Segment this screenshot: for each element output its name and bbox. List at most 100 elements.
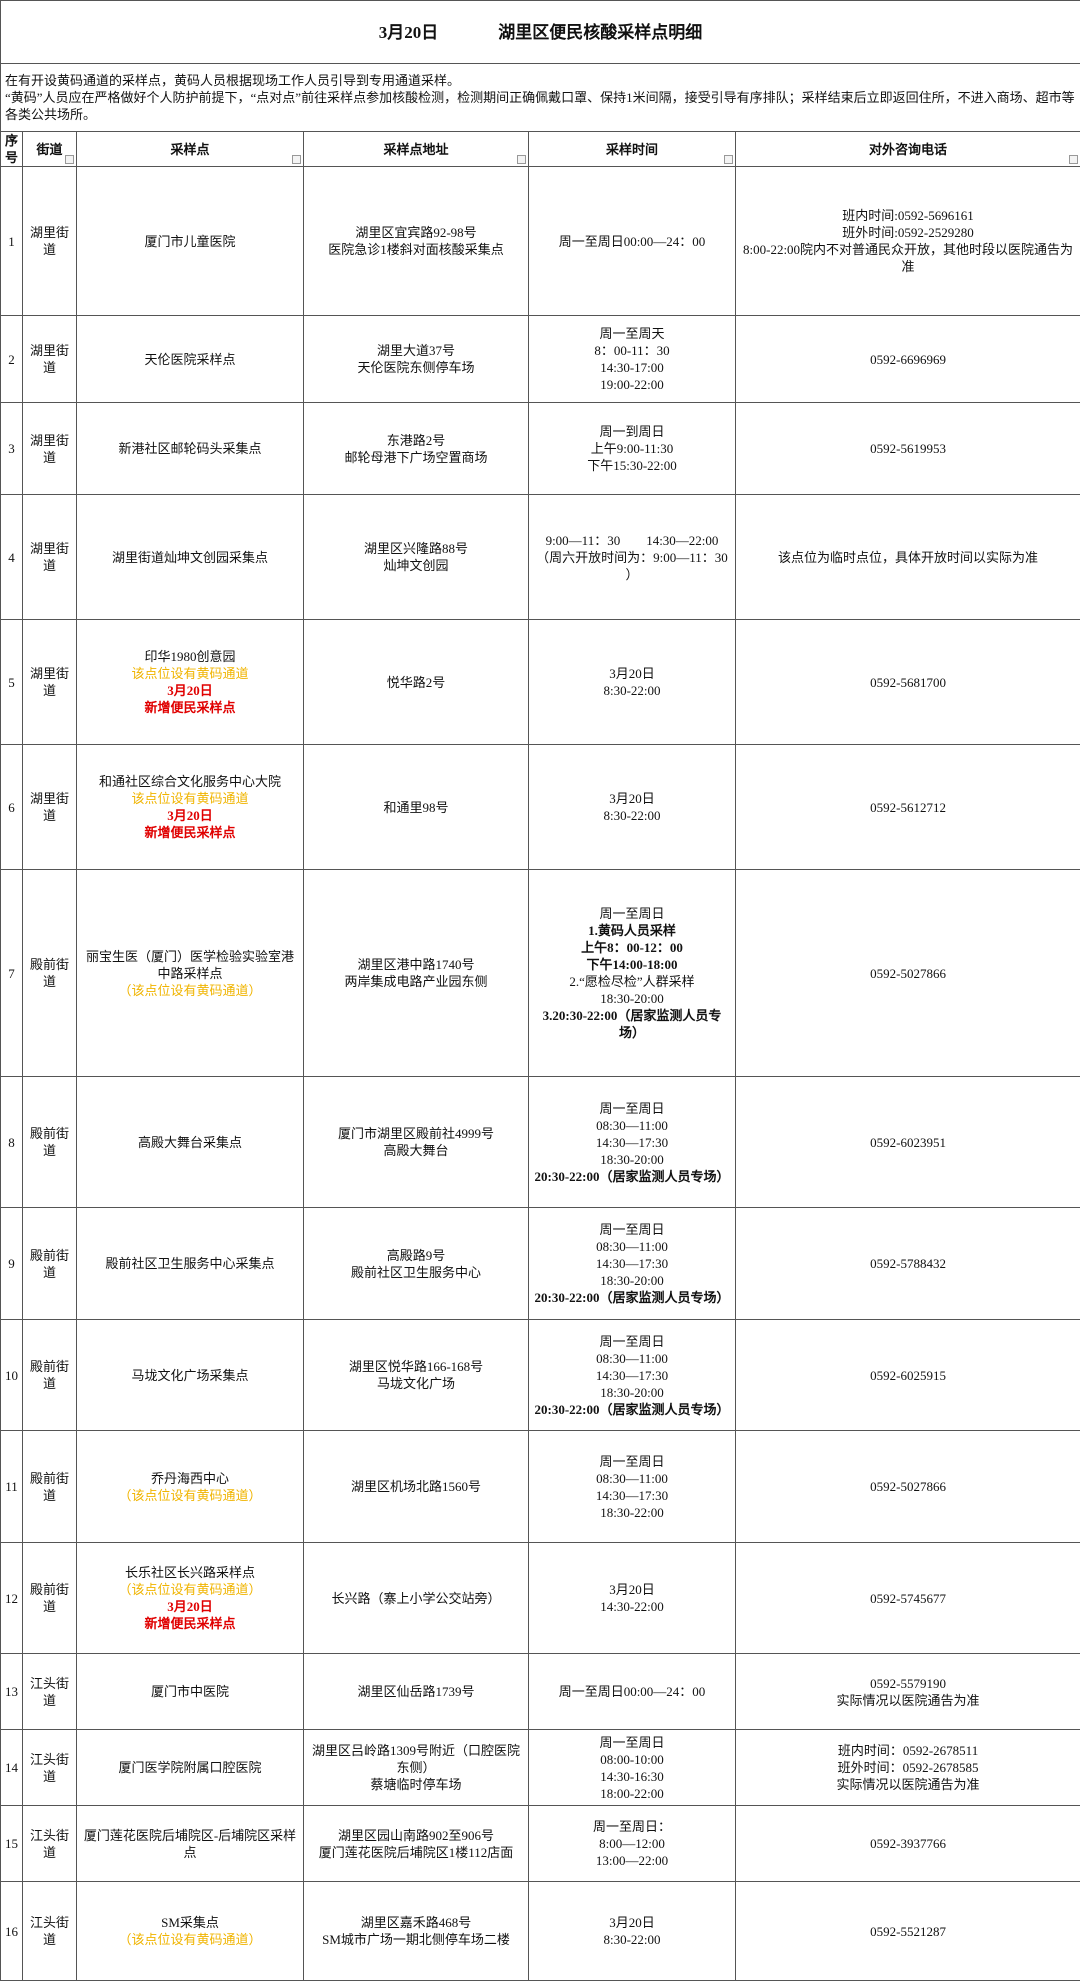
site-cell: 高殿大舞台采集点 (77, 1077, 304, 1208)
address-line: 湖里区悦华路166-168号 (308, 1358, 524, 1375)
street-cell: 殿前街道 (23, 1320, 77, 1431)
site-line: 丽宝生医（厦门）医学检验实验室港中路采样点 (81, 948, 299, 982)
address-line: 湖里区仙岳路1739号 (308, 1683, 524, 1700)
address-line: 高殿路9号 (308, 1247, 524, 1264)
title-date: 3月20日 (379, 23, 439, 42)
site-cell: 长乐社区长兴路采样点（该点位设有黄码通道）3月20日新增便民采样点 (77, 1543, 304, 1654)
phone-line: 0592-5619953 (740, 440, 1076, 457)
row-number: 3 (1, 403, 23, 495)
address-cell: 湖里区港中路1740号两岸集成电路产业园东侧 (304, 870, 529, 1077)
column-header: 采样点 (77, 132, 304, 167)
address-line: 长兴路（寨上小学公交站旁） (308, 1590, 524, 1607)
address-line: 灿坤文创园 (308, 557, 524, 574)
phone-line: 该点位为临时点位，具体开放时间以实际为准 (740, 549, 1076, 566)
row-number: 9 (1, 1208, 23, 1320)
time-line: 周一至周日 (533, 1453, 731, 1470)
street-cell: 湖里街道 (23, 620, 77, 745)
column-header: 对外咨询电话 (736, 132, 1080, 167)
row-number: 12 (1, 1543, 23, 1654)
site-cell: 湖里街道灿坤文创园采集点 (77, 495, 304, 620)
phone-cell: 0592-5027866 (736, 870, 1080, 1077)
phone-cell: 0592-6025915 (736, 1320, 1080, 1431)
site-line: 厦门市中医院 (81, 1683, 299, 1700)
address-cell: 湖里区悦华路166-168号马垅文化广场 (304, 1320, 529, 1431)
time-line: 14:30-17:00 (533, 359, 731, 376)
site-cell: 厦门市儿童医院 (77, 167, 304, 316)
address-cell: 东港路2号邮轮母港下广场空置商场 (304, 403, 529, 495)
street-cell: 殿前街道 (23, 1077, 77, 1208)
time-line: 14:30—17:30 (533, 1134, 731, 1151)
time-line: 周一至周日 (533, 1100, 731, 1117)
time-line: 3月20日 (533, 1581, 731, 1598)
site-line: 湖里街道灿坤文创园采集点 (81, 549, 299, 566)
phone-line: 0592-5745677 (740, 1590, 1076, 1607)
site-line: 3月20日 (81, 1598, 299, 1615)
site-line: 厦门医学院附属口腔医院 (81, 1759, 299, 1776)
time-line: 下午14:00-18:00 (533, 956, 731, 973)
time-line: 8:00—12:00 (533, 1835, 731, 1852)
time-line: 14:30-22:00 (533, 1598, 731, 1615)
site-line: 天伦医院采样点 (81, 351, 299, 368)
address-line: 医院急诊1楼斜对面核酸采集点 (308, 241, 524, 258)
time-line: 周一到周日 (533, 423, 731, 440)
address-line: 高殿大舞台 (308, 1142, 524, 1159)
time-line: 1.黄码人员采样 (533, 922, 731, 939)
address-line: 湖里区港中路1740号 (308, 956, 524, 973)
address-cell: 湖里区吕岭路1309号附近（口腔医院东侧）蔡塘临时停车场 (304, 1730, 529, 1806)
time-line: 3.20:30-22:00（居家监测人员专场） (533, 1007, 731, 1041)
time-line: 14:30—17:30 (533, 1255, 731, 1272)
address-line: 悦华路2号 (308, 674, 524, 691)
address-line: 厦门莲花医院后埔院区1楼112店面 (308, 1844, 524, 1861)
site-cell: 马垅文化广场采集点 (77, 1320, 304, 1431)
column-header: 采样点地址 (304, 132, 529, 167)
site-line: 该点位设有黄码通道 (81, 665, 299, 682)
phone-cell: 0592-5681700 (736, 620, 1080, 745)
time-line: （周六开放时间为：9:00—11：30 ） (533, 549, 731, 583)
site-line: （该点位设有黄码通道） (81, 1487, 299, 1504)
time-line: 08:00-10:00 (533, 1751, 731, 1768)
phone-line: 0592-5579190 (740, 1675, 1076, 1692)
time-line: 18:30-22:00 (533, 1504, 731, 1521)
address-line: 湖里区兴隆路88号 (308, 540, 524, 557)
street-cell: 江头街道 (23, 1730, 77, 1806)
row-number: 4 (1, 495, 23, 620)
time-cell: 周一至周日00:00—24：00 (529, 1654, 736, 1730)
address-cell: 悦华路2号 (304, 620, 529, 745)
row-number: 10 (1, 1320, 23, 1431)
row-number: 2 (1, 316, 23, 403)
time-line: 3月20日 (533, 665, 731, 682)
street-cell: 殿前街道 (23, 1431, 77, 1543)
phone-line: 0592-6696969 (740, 351, 1076, 368)
row-number: 16 (1, 1882, 23, 1981)
time-cell: 9:00—11：30 14:30—22:00（周六开放时间为：9:00—11：3… (529, 495, 736, 620)
phone-cell: 0592-5788432 (736, 1208, 1080, 1320)
site-line: （该点位设有黄码通道） (81, 1581, 299, 1598)
time-line: 20:30-22:00（居家监测人员专场） (533, 1168, 731, 1185)
street-cell: 湖里街道 (23, 167, 77, 316)
phone-cell: 0592-5027866 (736, 1431, 1080, 1543)
phone-line: 0592-6025915 (740, 1367, 1076, 1384)
address-cell: 湖里大道37号天伦医院东侧停车场 (304, 316, 529, 403)
phone-line: 0592-5027866 (740, 1478, 1076, 1495)
site-line: 该点位设有黄码通道 (81, 790, 299, 807)
time-line: 周一至周日 (533, 1734, 731, 1751)
phone-cell: 0592-5619953 (736, 403, 1080, 495)
street-cell: 湖里街道 (23, 495, 77, 620)
address-line: 马垅文化广场 (308, 1375, 524, 1392)
site-line: 新增便民采样点 (81, 1615, 299, 1632)
phone-cell: 0592-3937766 (736, 1806, 1080, 1882)
address-cell: 厦门市湖里区殿前社4999号高殿大舞台 (304, 1077, 529, 1208)
site-line: SM采集点 (81, 1914, 299, 1931)
